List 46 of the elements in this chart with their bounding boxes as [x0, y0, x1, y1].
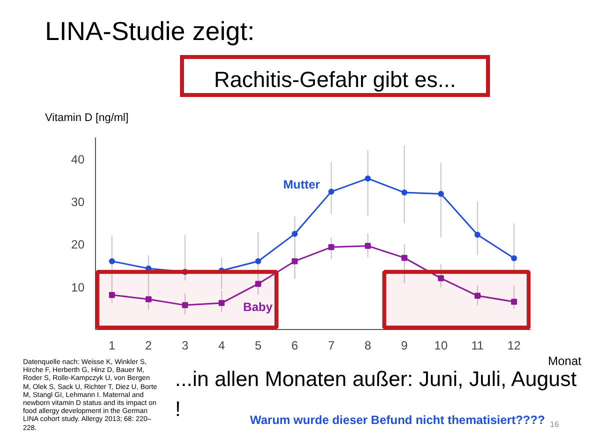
x-tick-label: 11 — [471, 338, 484, 352]
point — [108, 258, 115, 264]
y-axis-title: Vitamin D [ng/ml] — [45, 111, 129, 126]
point — [292, 258, 298, 264]
x-axis-title: Monat — [548, 353, 582, 370]
point — [364, 175, 371, 182]
y-tick-label: 20 — [71, 238, 85, 252]
point — [146, 296, 152, 302]
y-tick-label: 10 — [71, 280, 85, 294]
point — [328, 188, 334, 195]
x-tick-label: 10 — [434, 338, 448, 352]
chart-title: LINA-Studie zeigt: — [45, 15, 255, 48]
text: Warum wurde dieser Befund nicht thematisiert???? — [250, 412, 545, 429]
point — [474, 292, 480, 299]
x-tick-label: 8 — [364, 338, 372, 352]
point — [511, 255, 518, 262]
y-tick-label: 30 — [71, 195, 85, 209]
y-tick-label: 40 — [71, 152, 85, 166]
series-label: Mutter — [283, 178, 320, 192]
point — [292, 230, 298, 237]
point — [438, 275, 444, 282]
x-tick-label: 1 — [108, 338, 116, 352]
point — [218, 300, 225, 306]
x-tick-label: 7 — [328, 338, 335, 352]
x-tick-label: 9 — [401, 338, 408, 352]
x-tick-label: 4 — [218, 338, 226, 352]
point — [255, 280, 262, 287]
point — [511, 298, 518, 305]
point — [108, 292, 115, 298]
point — [438, 190, 444, 197]
x-tick-label: 12 — [507, 338, 522, 352]
chart-subtitle: Rachitis-Gefahr gibt es... — [180, 55, 490, 97]
x-tick-label: 5 — [254, 338, 262, 352]
series-label: Baby — [243, 300, 273, 314]
x-tick-label: 3 — [182, 338, 189, 352]
x-tick-label: 2 — [145, 338, 152, 352]
text: 16 — [550, 419, 559, 430]
point — [364, 242, 371, 249]
point — [401, 190, 408, 196]
point — [255, 258, 262, 264]
point — [218, 268, 225, 274]
point — [328, 244, 334, 250]
x-tick-label: 6 — [291, 338, 298, 352]
point — [474, 232, 480, 238]
point — [182, 302, 188, 308]
point — [401, 254, 408, 261]
